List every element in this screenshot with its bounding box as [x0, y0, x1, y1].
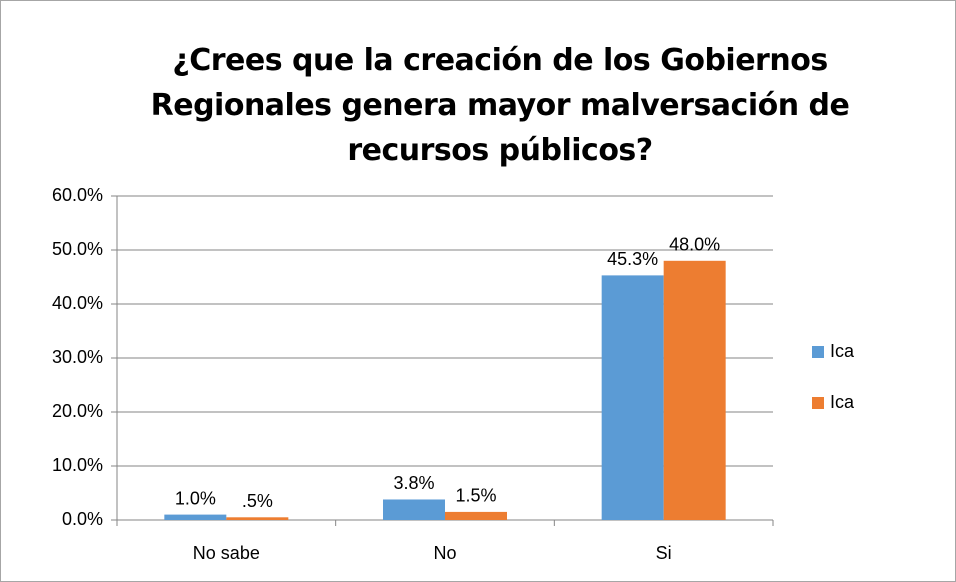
y-tick-label: 40.0% [52, 293, 103, 313]
bar [663, 260, 726, 520]
bar [226, 517, 289, 520]
y-tick-label: 10.0% [52, 455, 103, 475]
y-tick-label: 20.0% [52, 401, 103, 421]
value-label: 45.3% [607, 249, 658, 269]
value-label: .5% [242, 491, 273, 511]
legend-label: Ica [830, 392, 855, 412]
value-label: 1.0% [175, 488, 216, 508]
bar [445, 511, 507, 520]
y-tick-label: 50.0% [52, 239, 103, 259]
legend-swatch [812, 397, 824, 409]
value-label: 1.5% [455, 486, 496, 506]
bar [601, 275, 664, 520]
y-tick-label: 60.0% [52, 185, 103, 205]
bar [383, 499, 445, 520]
value-label: 48.0% [669, 235, 720, 255]
x-tick-label: Si [656, 543, 672, 563]
x-tick-label: No [433, 543, 456, 563]
value-label: 3.8% [393, 473, 434, 493]
chart-title: ¿Crees que la creación de los Gobiernos … [150, 43, 850, 168]
legend-label: Ica [830, 341, 855, 361]
y-tick-label: 30.0% [52, 347, 103, 367]
bar [164, 514, 227, 520]
y-tick-label: 0.0% [62, 509, 103, 529]
legend-swatch [812, 346, 824, 358]
x-tick-label: No sabe [193, 543, 260, 563]
